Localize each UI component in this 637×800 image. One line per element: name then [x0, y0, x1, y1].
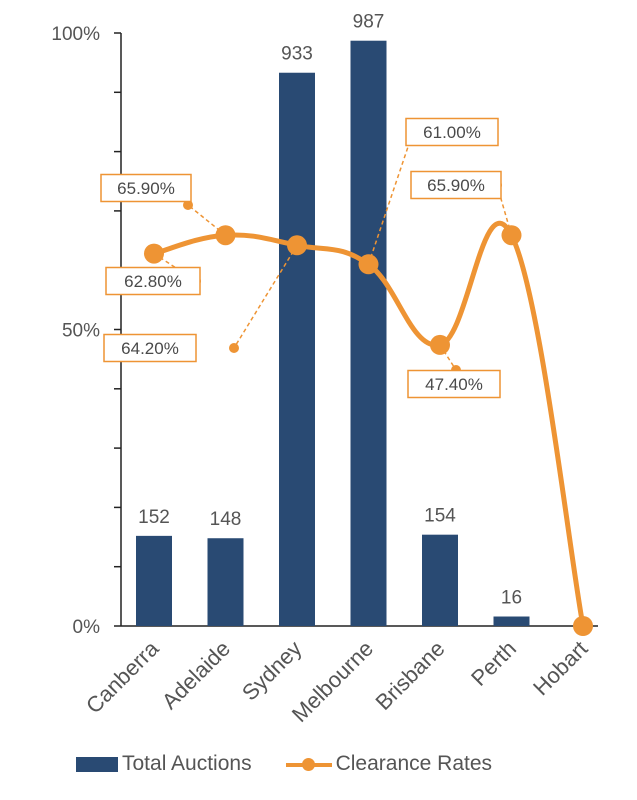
callout-box: [405, 117, 499, 147]
line-value-label: 65.90%: [427, 176, 485, 195]
callout-dot: [229, 343, 239, 353]
bar: [422, 534, 458, 626]
x-tick-label: Brisbane: [370, 636, 449, 715]
y-tick-label: 0%: [73, 617, 101, 638]
line-swatch-icon: [285, 757, 332, 772]
callout-leader: [233, 244, 298, 349]
line-value-label: 65.90%: [117, 179, 175, 198]
callout-box: [103, 333, 197, 363]
callout-leader: [187, 204, 226, 236]
y-tick-label: 100%: [51, 24, 100, 45]
callout-box: [407, 369, 501, 399]
x-tick-label: Canberra: [81, 635, 164, 718]
callout-box: [105, 266, 201, 296]
bars: [136, 40, 530, 627]
bar-value-label: 152: [138, 507, 170, 528]
line-point: [573, 616, 593, 636]
callout-box: [410, 170, 502, 200]
callout-dot: [183, 200, 193, 210]
line-value-label: 62.80%: [124, 272, 182, 291]
bar: [207, 538, 244, 626]
bar: [350, 40, 387, 627]
bar-swatch-icon: [76, 756, 118, 772]
legend-label: Clearance Rates: [335, 752, 493, 775]
line-value-label: 61.00%: [423, 123, 481, 142]
data-labels: 152 148 933 987 154 16 62.80% 65.90% 64.20% 61.00…: [100, 12, 522, 609]
callout-leader: [153, 252, 197, 282]
legend: Total Auctions Clearance Rates: [76, 752, 526, 776]
bar-value-label: 933: [281, 44, 313, 65]
legend-item-total-auctions: Total Auctions: [76, 752, 252, 776]
y-tick-label: 50%: [62, 321, 100, 342]
y-axis: 0% 50% 100%: [51, 24, 598, 638]
bar: [136, 535, 172, 626]
x-tick-label: Hobart: [528, 636, 592, 700]
x-tick-label: Adelaide: [157, 636, 235, 714]
x-tick-label: Perth: [466, 636, 521, 691]
clearance-line-path: [151, 221, 586, 629]
chart: 0% 50% 100% 152 148 933 987 154 16 62.80% 65.90% 6…: [51, 12, 598, 727]
callout-leader: [367, 131, 414, 265]
line-value-label: 47.40%: [425, 375, 483, 394]
x-tick-label: Sydney: [237, 636, 307, 706]
legend-label: Total Auctions: [122, 752, 252, 775]
legend-item-clearance-rates: Clearance Rates: [285, 752, 493, 776]
bar-value-label: 154: [424, 506, 456, 527]
bar-value-label: 987: [353, 12, 385, 33]
line-value-label: 64.20%: [121, 339, 179, 358]
callout-box: [100, 173, 192, 203]
bar: [493, 616, 530, 626]
bar: [279, 72, 315, 626]
bar-value-label: 16: [501, 588, 522, 609]
bar-value-label: 148: [210, 509, 242, 530]
